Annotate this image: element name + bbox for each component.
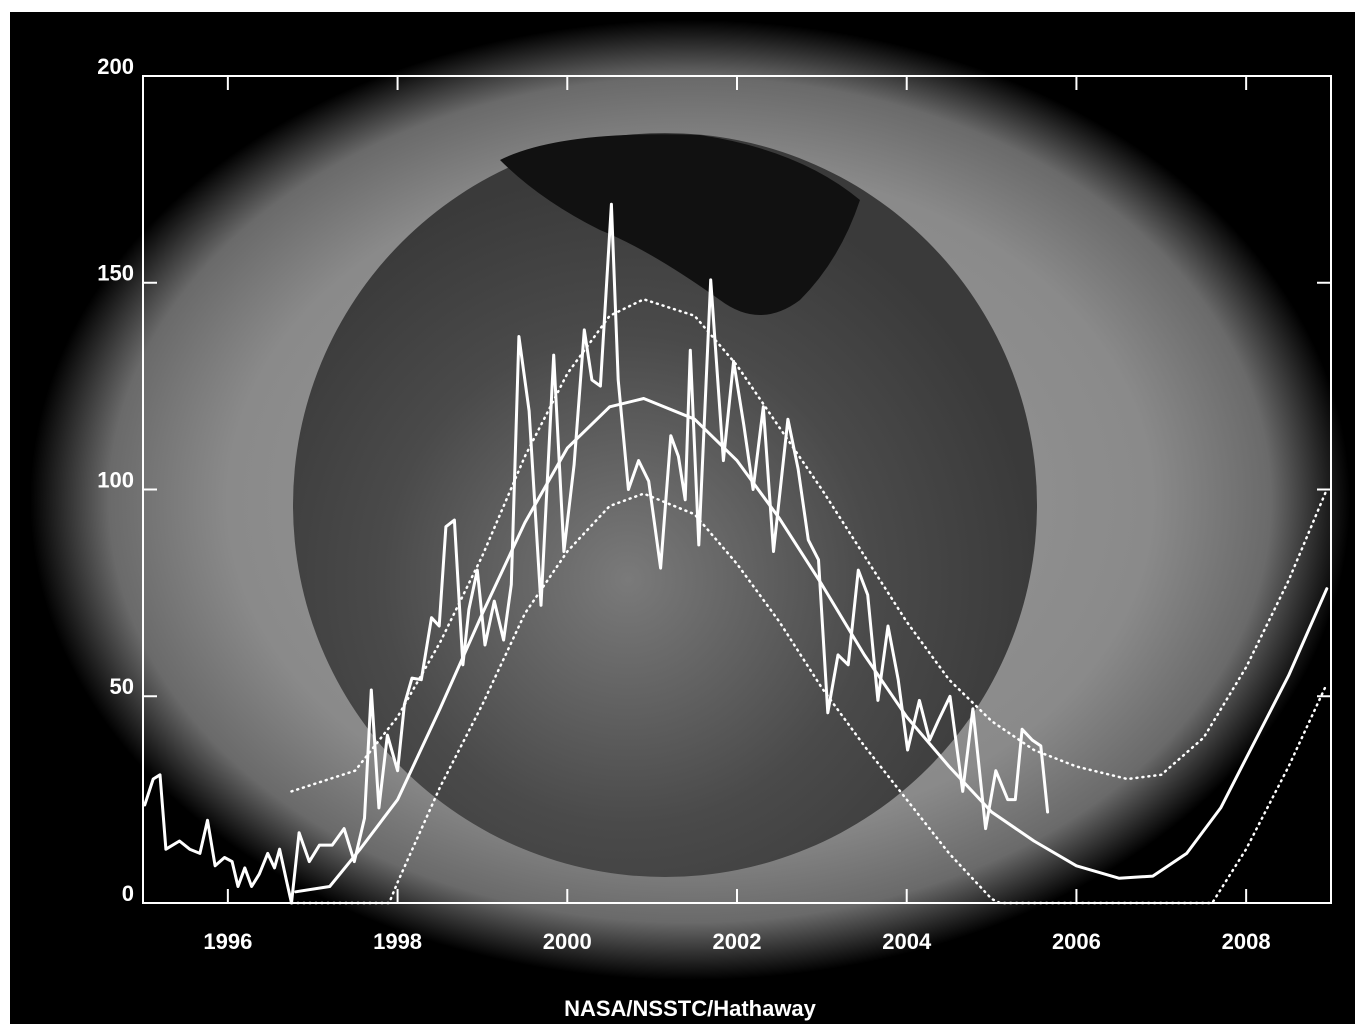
y-tick-label: 0 — [122, 881, 134, 906]
x-tick-label: 2004 — [882, 929, 932, 954]
y-tick-label: 50 — [110, 674, 134, 699]
x-tick-label: 2006 — [1052, 929, 1101, 954]
chart: NASA/NSSTC/Hathaway 0 50 100 150 200 1996 1998… — [0, 0, 1355, 1024]
y-tick-label: 150 — [97, 261, 134, 286]
x-tick-label: 1996 — [203, 929, 252, 954]
x-tick-label: 2008 — [1222, 929, 1271, 954]
x-tick-label: 2002 — [713, 929, 762, 954]
y-tick-label: 200 — [97, 54, 134, 79]
y-tick-label: 100 — [97, 467, 134, 492]
credit: NASA/NSSTC/Hathaway — [564, 996, 817, 1021]
x-tick-label: 2000 — [543, 929, 592, 954]
x-tick-label: 1998 — [373, 929, 422, 954]
